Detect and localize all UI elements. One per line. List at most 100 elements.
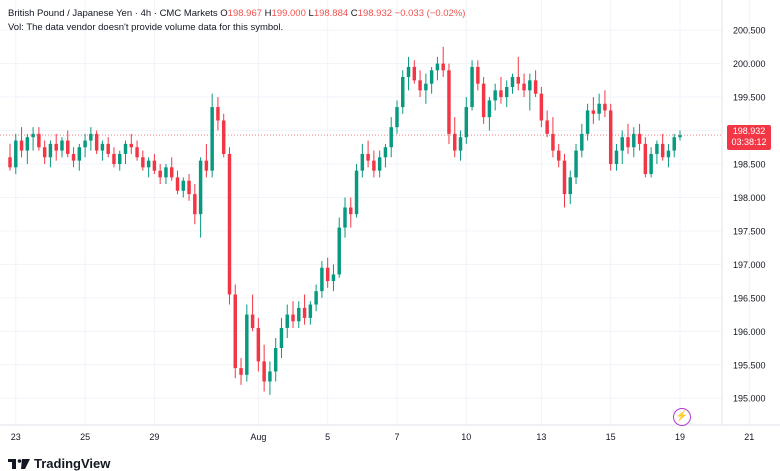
candle-up — [429, 70, 434, 84]
candle-up — [100, 143, 105, 151]
candle-down — [516, 76, 521, 84]
symbol-title[interactable]: British Pound / Japanese Yen · 4h · CMC … — [8, 8, 218, 19]
candle-up — [268, 371, 272, 382]
candle-up — [678, 135, 682, 138]
high-value: 199.000 — [271, 8, 306, 19]
candle-down — [325, 267, 330, 282]
price-tick-label: 196.500 — [733, 293, 766, 303]
candle-up — [377, 157, 382, 171]
candle-down — [418, 80, 422, 91]
last-price-badge: 198.932 03:38:12 — [727, 125, 771, 150]
time-axis[interactable]: 232529Aug5710131519212427 — [11, 432, 780, 442]
tradingview-logo[interactable]: TradingView — [8, 456, 110, 471]
candle-up — [118, 153, 122, 164]
candle-up — [198, 160, 203, 215]
volume-note: Vol: The data vendor doesn't provide vol… — [8, 22, 284, 33]
time-tick-label: 25 — [80, 432, 90, 442]
candle-up — [383, 147, 388, 158]
candle-down — [637, 133, 642, 144]
candle-up — [273, 348, 278, 372]
candle-down — [94, 133, 99, 151]
price-tick-label: 195.500 — [733, 360, 766, 370]
price-tick-label: 198.500 — [733, 159, 766, 169]
candle-up — [464, 107, 469, 138]
candle-down — [476, 66, 480, 84]
candle-up — [666, 150, 671, 158]
candle-down — [262, 361, 266, 382]
candle-up — [337, 227, 341, 275]
lightning-icon[interactable]: ⚡ — [673, 408, 691, 426]
low-value: 198.884 — [313, 8, 349, 19]
candle-up — [614, 150, 619, 164]
candle-down — [412, 66, 417, 81]
candle-down — [545, 120, 549, 134]
candle-down — [539, 93, 544, 121]
candle-up — [181, 180, 186, 191]
candle-up — [245, 314, 249, 375]
high-label: H — [264, 8, 272, 19]
candle-down — [37, 133, 41, 148]
price-tick-label: 197.000 — [733, 260, 766, 270]
candle-up — [89, 133, 93, 141]
candle-up — [435, 63, 440, 71]
candle-down — [158, 170, 162, 178]
candle-up — [510, 76, 515, 88]
candle-down — [204, 160, 209, 171]
candle-up — [458, 137, 463, 151]
price-grid — [0, 0, 750, 425]
time-tick-label: 15 — [606, 432, 616, 442]
candle-up — [308, 304, 313, 318]
candle-down — [256, 327, 261, 362]
candle-down — [112, 153, 116, 164]
candle-up — [568, 177, 572, 195]
candle-up — [487, 100, 492, 118]
candle-down — [481, 83, 486, 118]
candle-up — [48, 143, 53, 158]
candle-up — [655, 143, 659, 154]
candle-up — [320, 267, 324, 292]
candle-down — [187, 180, 191, 195]
candle-up — [504, 87, 509, 98]
candle-up — [389, 127, 393, 148]
ohlc-header: British Pound / Japanese Yen · 4h · CMC … — [8, 8, 465, 19]
time-tick-label: 29 — [149, 432, 159, 442]
candle-up — [123, 143, 128, 154]
candle-down — [250, 314, 255, 328]
candle-up — [77, 147, 82, 161]
last-price-value: 198.932 — [732, 126, 766, 136]
candle-down — [562, 160, 567, 195]
close-label: C — [350, 8, 358, 19]
price-tick-label: 196.000 — [733, 327, 766, 337]
candle-up — [649, 153, 653, 175]
price-tick-label: 200.500 — [733, 26, 766, 36]
candle-down — [441, 63, 445, 71]
bar-countdown: 03:38:12 — [731, 137, 767, 147]
candle-down — [291, 314, 295, 322]
time-tick-label: 21 — [744, 432, 754, 442]
candle-up — [597, 103, 601, 114]
candle-up — [285, 314, 289, 328]
candle-down — [453, 133, 457, 151]
candle-down — [71, 153, 76, 161]
time-tick-label: Aug — [250, 432, 266, 442]
candle-down — [447, 70, 451, 134]
candle-down — [551, 133, 555, 151]
candle-up — [470, 66, 474, 108]
candle-up — [672, 137, 676, 151]
price-tick-label: 199.500 — [733, 93, 766, 103]
price-tick-label: 195.000 — [733, 394, 766, 404]
time-tick-label: 5 — [325, 432, 330, 442]
candle-up — [60, 140, 64, 151]
candle-down — [66, 140, 70, 154]
candle-up — [395, 107, 399, 128]
candle-up — [580, 133, 584, 151]
candle-up — [314, 291, 318, 305]
candle-up — [354, 170, 359, 215]
candle-down — [366, 153, 370, 161]
candle-up — [632, 133, 636, 148]
price-tick-label: 200.000 — [733, 59, 766, 69]
candle-down — [152, 160, 157, 171]
candle-up — [279, 327, 284, 349]
candle-down — [221, 120, 226, 154]
